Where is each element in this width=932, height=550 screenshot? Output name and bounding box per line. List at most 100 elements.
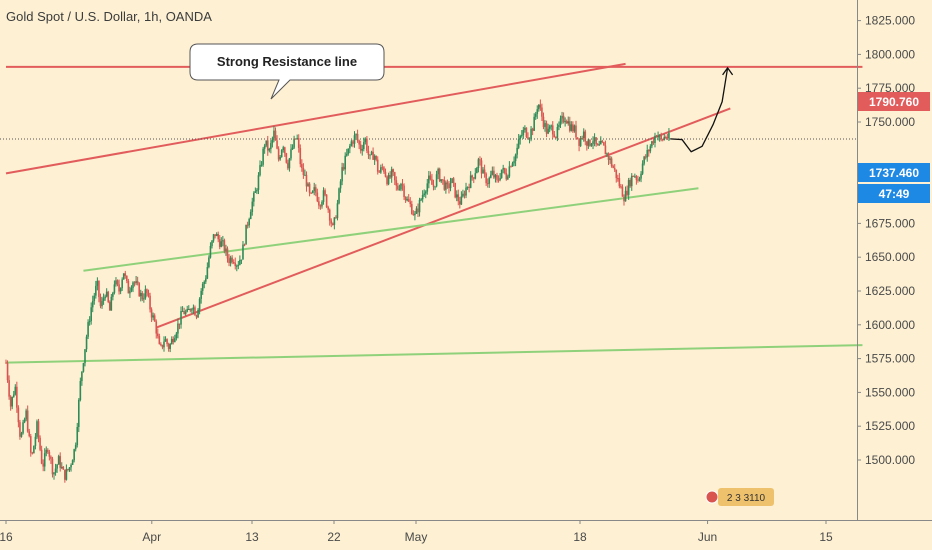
- candle-body: [342, 167, 345, 170]
- candle-body: [71, 460, 74, 465]
- candle-body: [314, 187, 317, 193]
- candle-body: [485, 173, 487, 184]
- candle-body: [183, 311, 185, 315]
- candle-body: [294, 138, 297, 140]
- candle-body: [514, 154, 517, 162]
- candle-body: [201, 284, 204, 291]
- candle-body: [496, 175, 498, 180]
- candle-body: [538, 104, 540, 110]
- candle-body: [520, 135, 523, 137]
- candle-body: [215, 234, 218, 237]
- resistance-price-label: 1790.760: [869, 95, 919, 109]
- candle-body: [572, 124, 574, 132]
- candle-body: [406, 199, 408, 201]
- candle-body: [592, 141, 594, 144]
- projection-curve: [670, 67, 729, 153]
- y-tick-label: 1800.000: [865, 47, 915, 61]
- candle-body: [16, 386, 18, 408]
- candle-body: [12, 394, 15, 397]
- candle-body: [200, 290, 202, 299]
- candle-body: [25, 410, 27, 420]
- candle-body: [479, 159, 481, 161]
- resistance-price-tag: 1790.760: [858, 92, 930, 111]
- candle-body: [651, 141, 653, 147]
- candle-body: [308, 183, 311, 193]
- candle-body: [398, 189, 401, 191]
- candle-body: [68, 467, 71, 470]
- events-icon[interactable]: 2 3 3110: [705, 488, 774, 506]
- candle-body: [257, 175, 260, 190]
- candle-body: [43, 453, 46, 467]
- candle-body: [474, 173, 477, 179]
- candle-body: [302, 167, 305, 175]
- candle-body: [525, 127, 528, 138]
- candle-body: [5, 362, 7, 364]
- candle-body: [517, 139, 520, 148]
- candle-body: [284, 147, 286, 154]
- candle-body: [420, 199, 422, 201]
- x-tick-label: May: [405, 530, 428, 544]
- candle-body: [160, 344, 162, 346]
- candle-body: [455, 194, 458, 198]
- candle-body: [559, 118, 562, 125]
- candle-body: [170, 338, 173, 345]
- y-tick-label: 1500.000: [865, 453, 915, 467]
- candle-body: [579, 137, 582, 146]
- flag-icon: [705, 490, 719, 504]
- candle-body: [655, 135, 658, 137]
- candle-body: [446, 182, 449, 185]
- candle-body: [550, 125, 553, 127]
- candle-body: [397, 185, 399, 190]
- candle-body: [330, 220, 333, 224]
- chart-title: Gold Spot / U.S. Dollar, 1h, OANDA: [6, 9, 212, 24]
- countdown-tag: 47:49: [858, 184, 930, 203]
- candle-body: [70, 464, 72, 468]
- candle-body: [324, 190, 326, 195]
- candle-body: [490, 174, 492, 178]
- candle-body: [87, 322, 89, 337]
- candle-body: [212, 234, 215, 241]
- candle-body: [544, 123, 546, 127]
- candle-body: [310, 192, 312, 194]
- time-axis[interactable]: 16 Apr 13 22 May 18 Jun 15: [0, 520, 833, 544]
- candle-body: [661, 139, 664, 141]
- candle-body: [457, 194, 460, 202]
- candle-body: [155, 321, 158, 334]
- candle-body: [350, 141, 353, 146]
- candle-body: [84, 349, 86, 364]
- candle-body: [53, 472, 55, 475]
- countdown-label: 47:49: [879, 187, 910, 201]
- candle-body: [387, 175, 390, 185]
- candle-body: [555, 136, 557, 138]
- candle-body: [291, 147, 294, 150]
- candle-body: [634, 176, 636, 178]
- candle-body: [37, 421, 40, 438]
- candle-body: [107, 291, 110, 303]
- candle-body: [403, 185, 405, 198]
- candle-body: [524, 127, 526, 130]
- candle-body: [208, 257, 210, 268]
- candle-body: [184, 311, 187, 315]
- candle-body: [108, 302, 111, 311]
- x-tick-label: 16: [0, 530, 13, 544]
- overlay: [670, 66, 734, 153]
- candle-body: [64, 469, 66, 480]
- candle-body: [423, 193, 425, 196]
- annotation-callout[interactable]: Strong Resistance line: [189, 43, 385, 100]
- candle-body: [301, 164, 303, 168]
- candle-body: [339, 181, 342, 189]
- candle-body: [288, 158, 291, 169]
- candle-body: [325, 194, 328, 208]
- upper-resistance-trendline: [5, 62, 626, 175]
- candle-body: [548, 126, 551, 129]
- candle-body: [431, 179, 433, 185]
- candle-body: [665, 136, 667, 138]
- candle-body: [576, 137, 579, 139]
- candle-body: [90, 307, 92, 322]
- candle-body: [122, 273, 125, 280]
- candle-body: [366, 138, 368, 151]
- candle-body: [307, 183, 309, 187]
- candle-body: [362, 142, 365, 150]
- candle-body: [85, 336, 88, 350]
